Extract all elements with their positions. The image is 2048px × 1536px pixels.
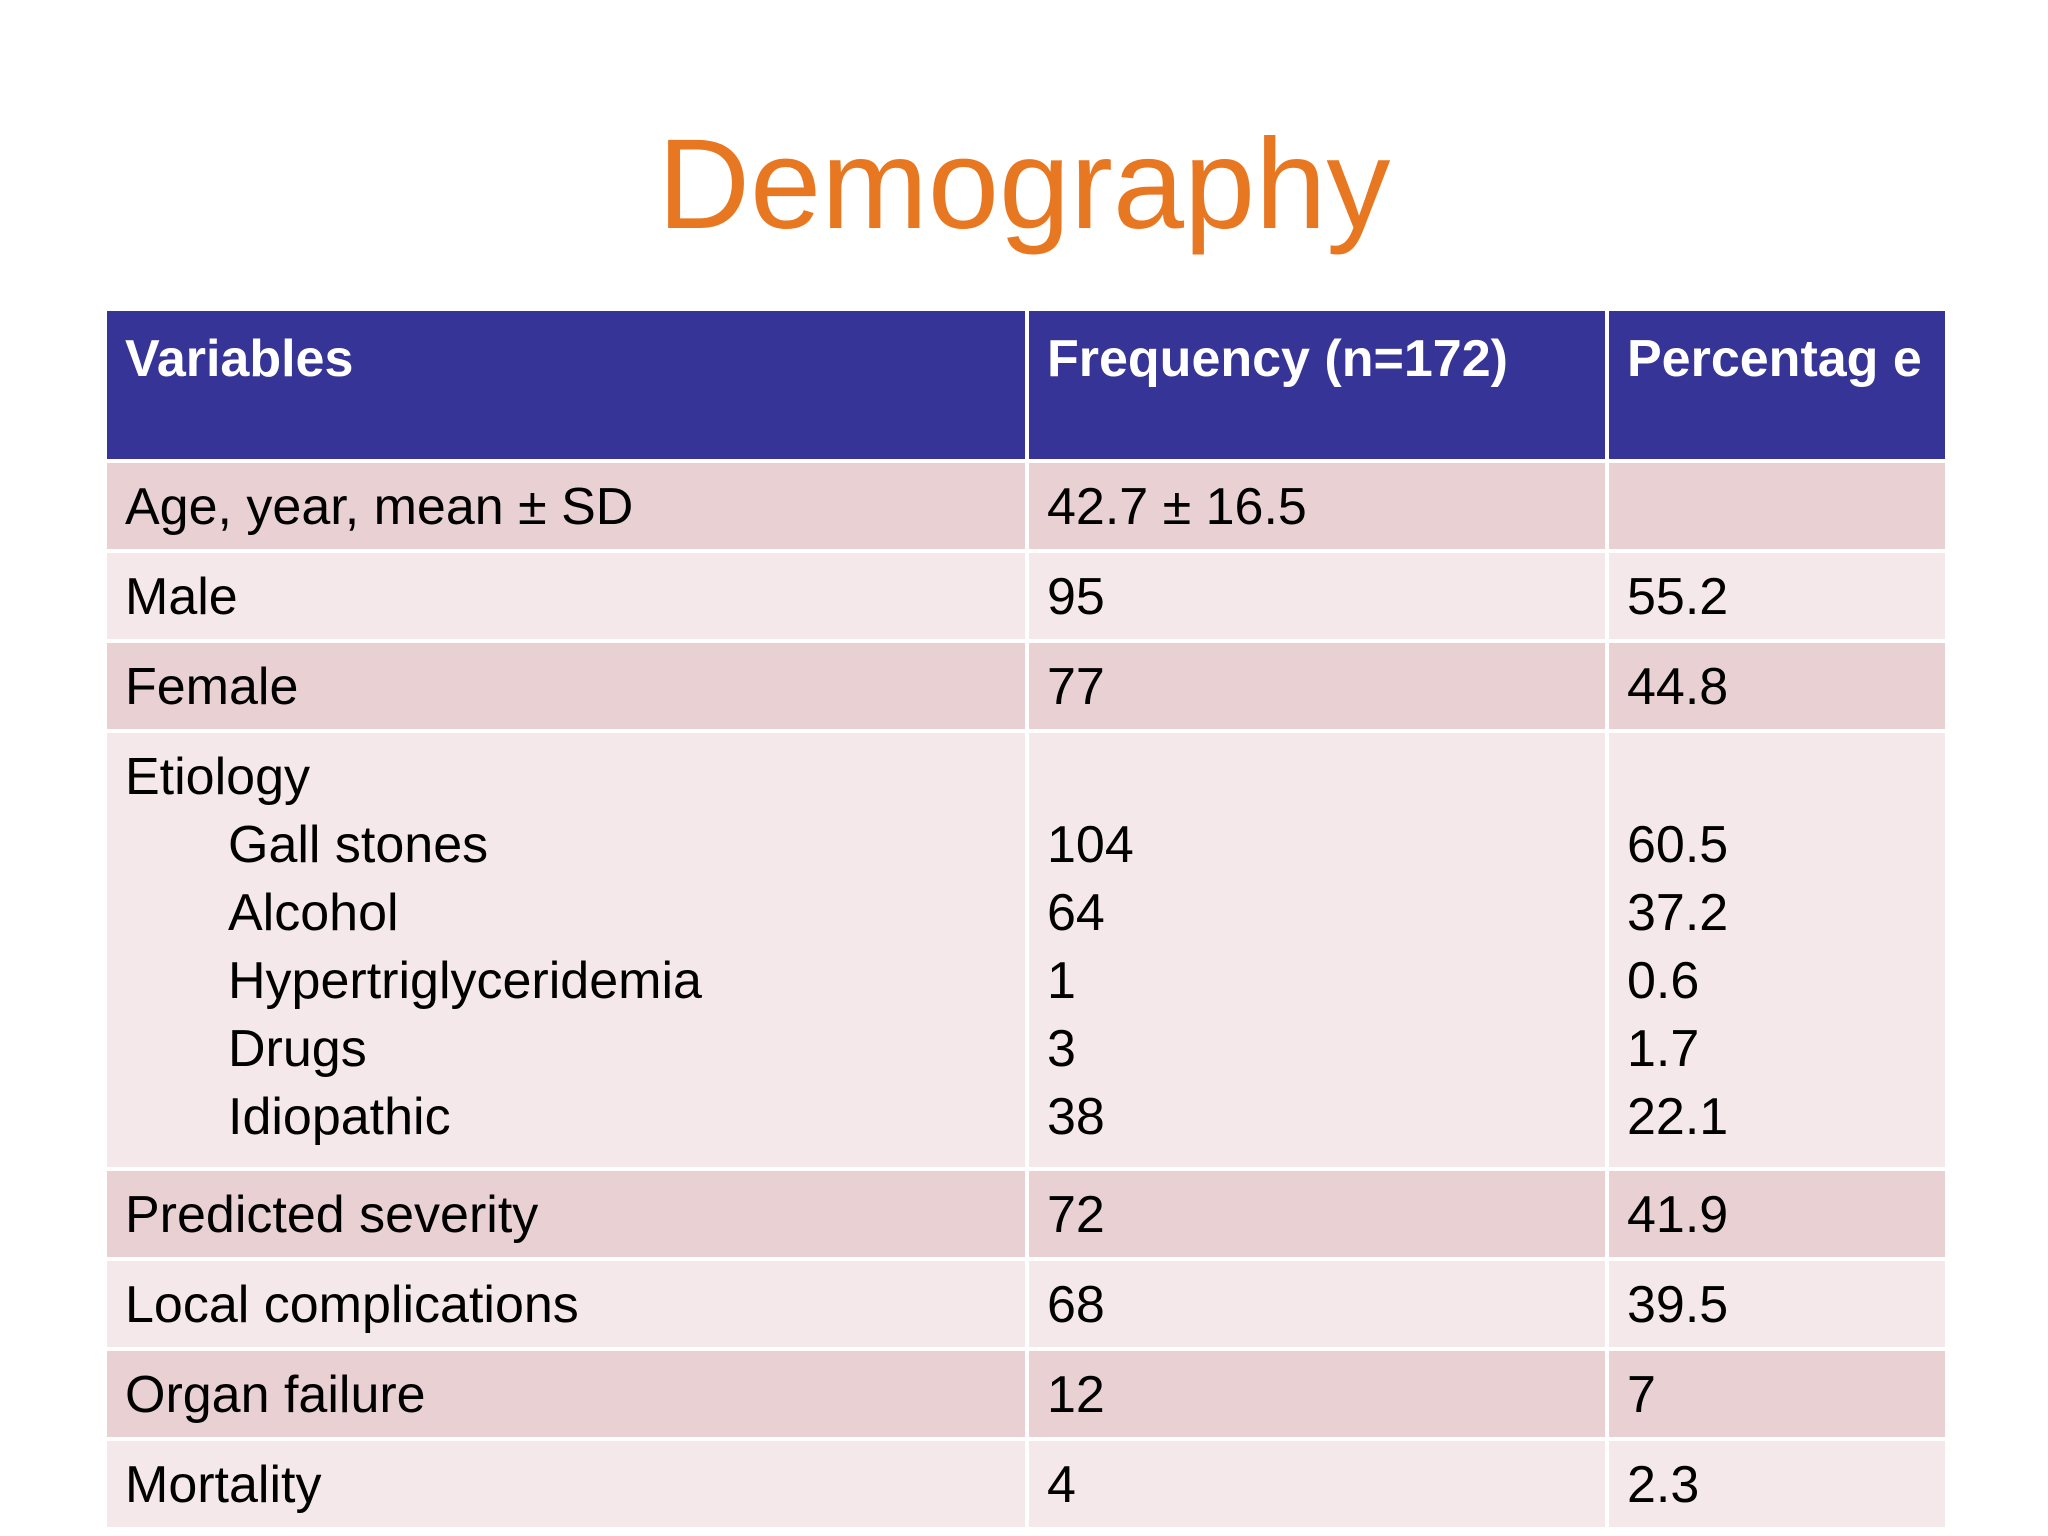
cell-percentage: 7	[1605, 1347, 1949, 1441]
etiology-spacer	[1627, 743, 1927, 811]
cell-percentage: 60.5 37.2 0.6 1.7 22.1	[1605, 729, 1949, 1171]
frequency-hypertriglyceridemia: 1	[1047, 952, 1076, 1010]
cell-percentage: 39.5	[1605, 1257, 1949, 1351]
etiology-item-alcohol: Alcohol	[228, 884, 399, 942]
cell-percentage	[1605, 459, 1949, 553]
cell-percentage: 44.8	[1605, 639, 1949, 733]
cell-label: Organ failure	[103, 1347, 1029, 1441]
frequency-gall-stones: 104	[1047, 816, 1134, 874]
table-row-male: Male 95 55.2	[103, 549, 1949, 643]
percentage-hypertriglyceridemia: 0.6	[1627, 952, 1700, 1010]
percentage-drugs: 1.7	[1627, 1020, 1700, 1078]
table-row-female: Female 77 44.8	[103, 639, 1949, 733]
cell-label: Mortality	[103, 1437, 1029, 1531]
table-row-predicted-severity: Predicted severity 72 41.9	[103, 1167, 1949, 1261]
header-percentage: Percentag e	[1605, 307, 1949, 463]
cell-frequency: 104 64 1 3 38	[1025, 729, 1609, 1171]
cell-label: Age, year, mean ± SD	[103, 459, 1029, 553]
percentage-idiopathic: 22.1	[1627, 1088, 1729, 1146]
cell-frequency: 95	[1025, 549, 1609, 643]
frequency-drugs: 3	[1047, 1020, 1076, 1078]
frequency-idiopathic: 38	[1047, 1088, 1105, 1146]
cell-frequency: 4	[1025, 1437, 1609, 1531]
table-row-age: Age, year, mean ± SD 42.7 ± 16.5	[103, 459, 1949, 553]
cell-frequency: 77	[1025, 639, 1609, 733]
header-variables: Variables	[103, 307, 1029, 463]
cell-label: Female	[103, 639, 1029, 733]
cell-label: Predicted severity	[103, 1167, 1029, 1261]
percentage-alcohol: 37.2	[1627, 884, 1729, 942]
cell-frequency: 12	[1025, 1347, 1609, 1441]
cell-percentage: 41.9	[1605, 1167, 1949, 1261]
etiology-item-gall-stones: Gall stones	[228, 816, 489, 874]
etiology-item-drugs: Drugs	[228, 1020, 367, 1078]
cell-percentage: 2.3	[1605, 1437, 1949, 1531]
header-frequency: Frequency (n=172)	[1025, 307, 1609, 463]
cell-percentage: 55.2	[1605, 549, 1949, 643]
etiology-item-idiopathic: Idiopathic	[228, 1088, 451, 1146]
percentage-gall-stones: 60.5	[1627, 816, 1729, 874]
etiology-item-hypertriglyceridemia: Hypertriglyceridemia	[228, 952, 702, 1010]
cell-label: Local complications	[103, 1257, 1029, 1351]
cell-frequency: 72	[1025, 1167, 1609, 1261]
cell-label: Male	[103, 549, 1029, 643]
cell-label: Etiology Gall stones Alcohol Hypertrigly…	[103, 729, 1029, 1171]
cell-frequency: 42.7 ± 16.5	[1025, 459, 1609, 553]
table-row-mortality: Mortality 4 2.3	[103, 1437, 1949, 1531]
table-row-etiology: Etiology Gall stones Alcohol Hypertrigly…	[103, 729, 1949, 1171]
etiology-spacer	[1047, 743, 1587, 811]
frequency-alcohol: 64	[1047, 884, 1105, 942]
table-row-organ-failure: Organ failure 12 7	[103, 1347, 1949, 1441]
table-row-local-complications: Local complications 68 39.5	[103, 1257, 1949, 1351]
etiology-heading: Etiology	[125, 748, 310, 806]
slide-title: Demography	[657, 113, 1391, 256]
table-header-row: Variables Frequency (n=172) Percentag e	[103, 307, 1949, 463]
cell-frequency: 68	[1025, 1257, 1609, 1351]
demography-table: Variables Frequency (n=172) Percentag e …	[103, 307, 1949, 1531]
